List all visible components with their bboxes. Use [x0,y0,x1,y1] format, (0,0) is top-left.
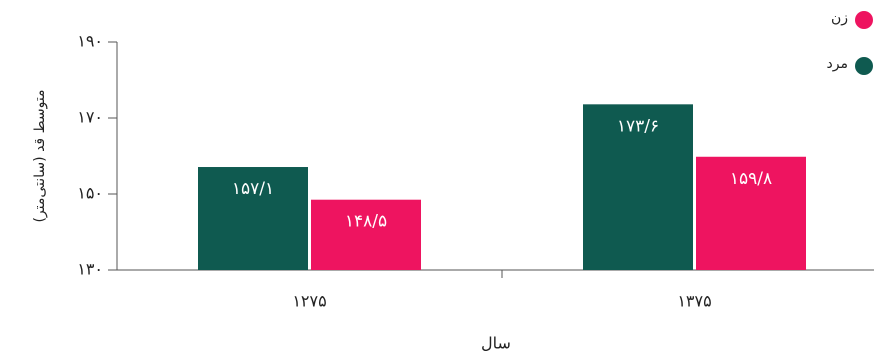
x-tick-label: ۱۲۷۵ [292,292,326,311]
value-label: ۱۷۳/۶ [617,116,659,136]
x-axis-label: سال [481,334,511,353]
legend-label: مرد [827,56,848,72]
value-label: ۱۵۹/۸ [730,169,772,189]
y-axis-label: متوسط قد (سانتی‌متر) [32,89,48,222]
value-label: ۱۴۸/۵ [345,212,387,232]
legend-label: زن [831,10,848,26]
y-tick-label: ۱۵۰ [77,184,103,203]
bar [583,104,693,270]
x-tick-label: ۱۳۷۵ [677,292,711,311]
legend-swatch [855,57,873,75]
bar [311,199,421,270]
y-tick-label: ۱۷۰ [77,108,103,127]
legend-swatch [855,11,873,29]
bar [198,167,308,270]
y-tick-label: ۱۳۰ [77,260,103,279]
bar [696,156,806,270]
value-label: ۱۵۷/۱ [232,179,274,199]
y-tick-label: ۱۹۰ [77,32,103,51]
